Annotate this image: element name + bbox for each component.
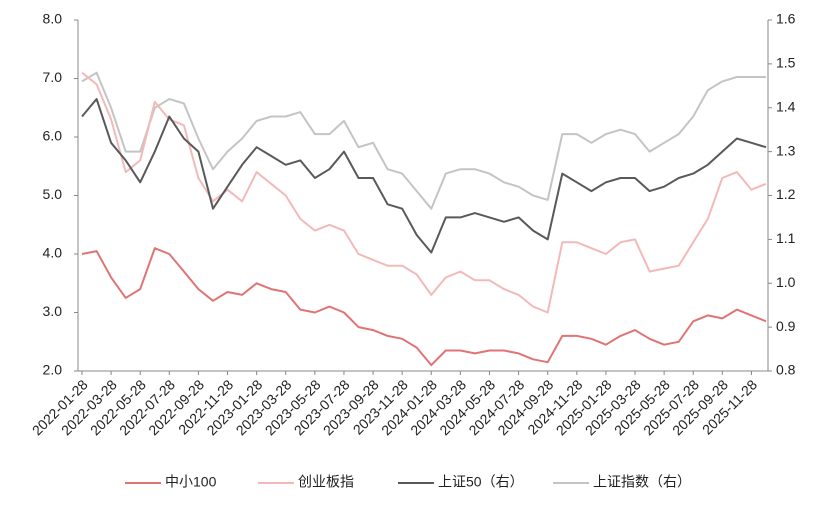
y2-tick-label: 1.1 [776,230,796,246]
y-tick-label: 7.0 [43,69,63,85]
y2-tick-label: 0.8 [776,362,796,378]
y-tick-label: 5.0 [43,186,63,202]
y2-tick-label: 1.6 [776,11,796,27]
y-tick-label: 8.0 [43,11,63,27]
y2-tick-label: 0.9 [776,318,796,334]
y2-tick-label: 1.3 [776,142,796,158]
series-line [81,71,766,210]
y-tick-label: 6.0 [43,128,63,144]
legend-label: 上证指数（右） [593,474,691,490]
y2-tick-label: 1.2 [776,186,796,202]
series-line [81,247,767,367]
series-line [81,71,767,314]
y2-tick-label: 1.4 [776,98,796,114]
legend-label: 上证50（右） [438,474,524,490]
legend-label: 创业板指 [298,474,354,490]
y2-tick-label: 1.5 [776,55,796,71]
y-tick-label: 3.0 [43,303,63,319]
y-tick-label: 4.0 [43,245,63,261]
series-line [81,98,767,254]
y-tick-label: 2.0 [43,362,63,378]
y2-tick-label: 1.0 [776,274,796,290]
legend-label: 中小100 [165,474,217,490]
